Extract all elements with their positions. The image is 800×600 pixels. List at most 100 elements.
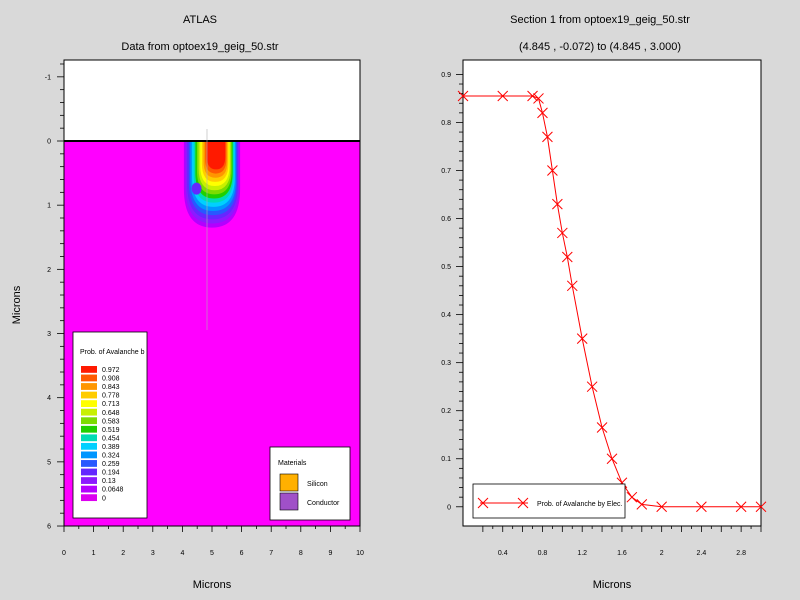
legend-level-label: 0.843	[102, 384, 120, 391]
left-y-tick-label: 6	[47, 524, 51, 531]
data-point-marker	[586, 381, 598, 393]
right-y-tick-label: 0.7	[441, 168, 451, 175]
legend-level-label: 0.324	[102, 453, 120, 460]
data-point-marker	[626, 491, 638, 503]
air-region	[64, 60, 360, 141]
data-point-marker	[561, 251, 573, 263]
line-legend: Prob. of Avalanche by Elec.	[472, 483, 626, 519]
silicon-swatch	[279, 473, 299, 492]
legend-level-label: 0.13	[102, 478, 116, 485]
legend-level-label: 0.972	[102, 367, 120, 374]
right-y-tick-label: 0	[447, 504, 451, 511]
data-point-marker	[696, 501, 707, 513]
left-panel: ATLAS Data from optoex19_geig_50.str 0 1 2…	[11, 14, 364, 591]
conductor-label: Conductor	[307, 500, 340, 507]
left-x-tick-label: 7	[269, 550, 273, 557]
left-x-tick-label: 10	[356, 550, 364, 557]
data-point-marker	[606, 453, 618, 465]
line-legend-box	[472, 483, 626, 519]
left-x-tick-label: 9	[328, 550, 332, 557]
left-x-tick-label: 8	[299, 550, 303, 557]
legend-swatch	[81, 425, 97, 433]
data-point-marker	[596, 422, 608, 433]
heatmap-notch	[191, 182, 202, 195]
left-x-tick-label: 5	[210, 550, 214, 557]
legend-swatch	[81, 417, 97, 425]
legend-series-label: Prob. of Avalanche by Elec.	[537, 501, 623, 508]
legend-level-label: 0.648	[102, 410, 120, 417]
data-point-marker	[556, 227, 568, 239]
right-y-tick-label: 0.4	[441, 312, 451, 319]
materials-legend: Materials Silicon Conductor	[269, 446, 351, 521]
legend-swatch	[81, 477, 97, 484]
left-ylabel: Microns	[11, 285, 23, 324]
left-y-tick-label: 4	[47, 395, 51, 402]
legend-x-marker	[477, 497, 529, 509]
legend-swatch	[81, 400, 97, 407]
left-xlabel: Microns	[193, 579, 232, 591]
right-x-tick-label: 1.6	[617, 550, 627, 557]
left-y-tick-label: 2	[47, 267, 51, 274]
contour-legend-title: Prob. of Avalanche b	[80, 349, 145, 356]
data-point-marker	[542, 131, 553, 143]
data-point-marker	[656, 501, 668, 513]
left-y-axis: -1 0 1 2 3 4 5 6	[45, 63, 64, 531]
left-x-axis: 0 1 2 3 4 5 6 7 8 9 10	[62, 526, 364, 557]
right-x-tick-label: 2	[660, 550, 664, 557]
right-y-tick-label: 0.6	[441, 216, 451, 223]
legend-swatch	[81, 494, 97, 502]
legend-swatch	[81, 391, 97, 399]
legend-swatch	[81, 442, 97, 450]
series-prob-avalanche	[457, 90, 767, 513]
left-x-tick-label: 0	[62, 550, 66, 557]
left-y-tick-label: -1	[45, 74, 51, 81]
series-line	[463, 95, 761, 508]
data-point-marker	[755, 501, 767, 513]
right-plot-frame	[462, 59, 762, 527]
left-x-tick-label: 1	[92, 550, 96, 557]
left-x-tick-label: 4	[180, 550, 184, 557]
right-y-tick-label: 0.9	[441, 72, 451, 79]
legend-swatch	[81, 434, 97, 442]
legend-level-label: 0.0648	[102, 487, 124, 494]
right-x-tick-label: 0.4	[498, 550, 508, 557]
legend-swatch	[81, 383, 97, 390]
right-subtitle: (4.845 , -0.072) to (4.845 , 3.000)	[519, 41, 681, 53]
legend-level-label: 0.454	[102, 435, 120, 442]
right-title: Section 1 from optoex19_geig_50.str	[510, 14, 690, 26]
avalanche-plume	[183, 141, 241, 228]
data-point-marker	[735, 501, 747, 513]
left-y-tick-label: 5	[47, 459, 51, 466]
legend-swatch	[81, 374, 97, 382]
right-y-axis: 0 0.1 0.2 0.3 0.4 0.5 0.6 0.7 0.8 0.9	[441, 72, 463, 511]
left-title: ATLAS	[183, 14, 217, 26]
legend-swatch	[81, 408, 97, 416]
right-y-tick-label: 0.5	[441, 264, 451, 271]
materials-legend-title: Materials	[278, 460, 307, 467]
left-x-tick-label: 3	[151, 550, 155, 557]
data-point-marker	[497, 90, 509, 102]
right-x-axis: 0.4 0.8 1.2 1.6 2 2.4 2.8	[482, 526, 762, 557]
right-x-tick-label: 2.4	[697, 550, 707, 557]
legend-level-label: 0.583	[102, 418, 120, 425]
legend-swatch	[81, 460, 97, 467]
data-point-marker	[537, 107, 548, 119]
legend-level-label: 0.194	[102, 470, 120, 477]
conductor-swatch	[279, 492, 299, 511]
left-x-tick-label: 6	[240, 550, 244, 557]
heatmap-band	[206, 141, 226, 170]
legend-level-label: 0.519	[102, 427, 120, 434]
data-point-marker	[552, 198, 563, 210]
legend-level-label: 0.259	[102, 461, 120, 468]
left-x-tick-label: 2	[121, 550, 125, 557]
data-point-marker	[636, 499, 648, 510]
left-y-tick-label: 0	[47, 139, 51, 146]
data-point-marker	[566, 280, 578, 292]
legend-level-label: 0.778	[102, 393, 120, 400]
right-y-tick-label: 0.8	[441, 120, 451, 127]
legend-level-label: 0.908	[102, 376, 120, 383]
left-subtitle: Data from optoex19_geig_50.str	[121, 41, 278, 53]
legend-level-label: 0	[102, 495, 106, 502]
